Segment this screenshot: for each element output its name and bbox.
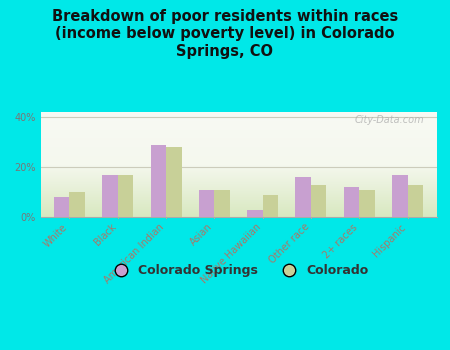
Bar <box>247 210 263 217</box>
Text: City-Data.com: City-Data.com <box>355 115 425 125</box>
Bar <box>263 195 278 217</box>
Text: Breakdown of poor residents within races
(income below poverty level) in Colorad: Breakdown of poor residents within races… <box>52 9 398 58</box>
Bar <box>118 175 133 217</box>
Bar <box>214 189 230 217</box>
Bar <box>199 189 214 217</box>
Bar <box>166 147 181 217</box>
Bar <box>296 177 311 217</box>
Legend: Colorado Springs, Colorado: Colorado Springs, Colorado <box>103 259 374 282</box>
Bar <box>102 175 118 217</box>
Bar <box>69 192 85 217</box>
Bar <box>344 187 359 217</box>
Bar <box>359 189 375 217</box>
Bar <box>392 175 408 217</box>
Bar <box>311 184 326 217</box>
Bar <box>151 145 166 217</box>
Bar <box>54 197 69 217</box>
Bar <box>408 184 423 217</box>
